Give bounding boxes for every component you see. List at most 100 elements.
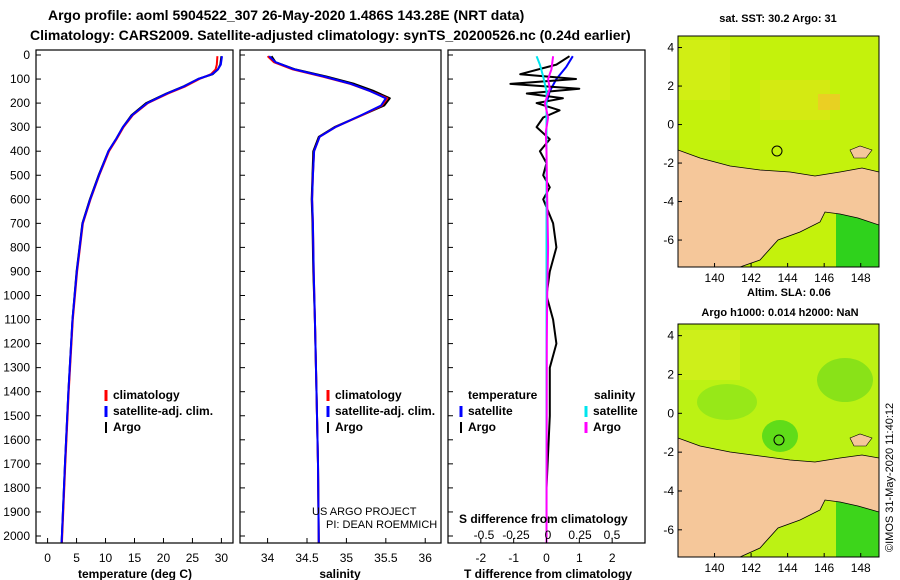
map-lat-label: -2 [663, 445, 674, 459]
temperature-xlabel: temperature (deg C) [78, 567, 192, 580]
height-map-frame [677, 323, 880, 558]
height-map-title: Argo h1000: 0.014 h2000: NaN [701, 307, 858, 319]
legend-clim-label: climatology [335, 388, 402, 402]
series-line-satellite-adj-clim- [268, 55, 387, 543]
credit-line-1: US ARGO PROJECT [312, 506, 417, 518]
map-lon-label: 142 [741, 271, 761, 285]
map-lat-label: 4 [667, 329, 674, 343]
temperature-series [60, 56, 223, 543]
map-lon-label: 140 [705, 561, 725, 575]
legend-clim-label: climatology [113, 388, 180, 402]
map-lon-label: 148 [851, 561, 871, 575]
island [849, 433, 873, 447]
map-lat-label: 0 [667, 118, 674, 132]
x-tick-label: 34.5 [295, 551, 319, 565]
sst-map-title: sat. SST: 30.2 Argo: 31 [719, 13, 837, 25]
land [678, 149, 879, 267]
difference-series [509, 55, 581, 543]
legend-argo-label: Argo [113, 420, 141, 434]
s-diff-tick-label: -0.25 [502, 528, 530, 542]
salinity-panel: 34 34.5 35 35.5 36 salinity climatology sate… [239, 49, 442, 580]
depth-tick-label: 400 [10, 144, 30, 158]
temperature-panel: 0 5 10 15 20 25 30 temperature (deg C) climato… [35, 49, 234, 580]
depth-tick-label: 1700 [3, 457, 30, 471]
depth-tick-label: 1900 [3, 505, 30, 519]
x-tick-label: 35 [340, 551, 354, 565]
legend-argo-label: Argo [335, 420, 363, 434]
title-line-1: Argo profile: aoml 5904522_307 26-May-20… [48, 7, 524, 23]
temperature-legend: climatology satellite-adj. clim. Argo [104, 388, 213, 434]
argo-position-marker [773, 434, 785, 446]
depth-tick-label: 1200 [3, 337, 30, 351]
map-lon-label: 148 [851, 271, 871, 285]
series-line-argo [60, 56, 223, 543]
salinity-series [266, 55, 391, 543]
legend-sat-label: satellite-adj. clim. [113, 404, 213, 418]
depth-tick-label: 1100 [4, 313, 30, 327]
depth-tick-label: 1400 [3, 385, 30, 399]
x-tick-label: 36 [419, 551, 433, 565]
legend-sal-sat-label: satellite [593, 404, 638, 418]
map-lat-label: -4 [663, 484, 674, 498]
series-line-climatology [266, 55, 389, 543]
depth-tick-label: 200 [10, 96, 30, 110]
s-diff-tick-label: 0 [545, 528, 552, 542]
map-lat-label: 4 [667, 41, 674, 55]
depth-tick-label: 100 [10, 72, 30, 86]
depth-tick-label: 1600 [3, 433, 30, 447]
difference-x-ticks: -2 -1 0 1 2 [475, 538, 616, 565]
sst-map-ticks: 140 142 144 146 148 4 2 0 -2 -4 -6 [663, 41, 871, 285]
difference-panel: -2 -1 0 1 2 temperature salinity satellite A… [447, 49, 646, 580]
height-map-ticks: 140 142 144 146 148 4 2 0 -2 -4 -6 [663, 329, 871, 575]
title-line-2: Climatology: CARS2009. Satellite-adjuste… [30, 27, 631, 43]
map-lat-label: 2 [667, 79, 674, 93]
salinity-legend: climatology satellite-adj. clim. Argo [326, 388, 435, 434]
x-tick-label: 0 [44, 551, 51, 565]
depth-tick-label: 700 [10, 216, 30, 230]
s-diff-label: S difference from climatology [459, 512, 628, 526]
x-tick-label: -1 [508, 551, 519, 565]
x-tick-label: 35.5 [374, 551, 398, 565]
x-tick-label: 25 [186, 551, 200, 565]
series-line-climatology [60, 56, 219, 543]
land [678, 437, 879, 557]
depth-tick-label: 1000 [3, 289, 30, 303]
legend-sal-argo-label: Argo [593, 420, 621, 434]
depth-tick-label: 2000 [3, 529, 30, 543]
legend-temp-sat-label: satellite [468, 404, 513, 418]
s-diff-tick-label: 0.5 [604, 528, 621, 542]
x-tick-label: 10 [99, 551, 113, 565]
sst-map: sat. SST: 30.2 Argo: 31 140 142 144 146 148 4… [663, 13, 880, 299]
temperature-x-ticks: 0 5 10 15 20 25 30 [44, 538, 228, 565]
salinity-frame [239, 49, 442, 544]
map-lon-label: 142 [741, 561, 761, 575]
argo-position-marker [771, 145, 783, 157]
map-lat-label: -2 [663, 156, 674, 170]
salinity-x-ticks: 34 34.5 35 35.5 36 [261, 538, 432, 565]
s-diff-ticks: -0.5 -0.25 0 0.25 0.5 [474, 528, 621, 542]
x-tick-label: 30 [215, 551, 229, 565]
depth-tick-label: 900 [10, 264, 30, 278]
legend-temp-argo-label: Argo [468, 420, 496, 434]
depth-tick-label: 800 [10, 240, 30, 254]
depth-tick-label: 1500 [3, 409, 30, 423]
x-tick-label: 5 [73, 551, 80, 565]
credit-line-2: PI: DEAN ROEMMICH [326, 519, 437, 531]
legend-sal-head: salinity [594, 388, 636, 402]
map-lon-label: 144 [778, 271, 798, 285]
x-tick-label: 20 [157, 551, 171, 565]
map-lon-label: 144 [778, 561, 798, 575]
legend-sat-label: satellite-adj. clim. [335, 404, 435, 418]
depth-tick-label: 0 [23, 48, 30, 62]
map-lon-label: 146 [814, 271, 834, 285]
x-tick-label: 34 [261, 551, 275, 565]
island [849, 145, 873, 159]
x-tick-label: 0 [543, 551, 550, 565]
x-tick-label: 15 [128, 551, 142, 565]
x-tick-label: -2 [475, 551, 486, 565]
depth-tick-label: 600 [10, 192, 30, 206]
series-line-temperature-satellite [545, 55, 574, 543]
salinity-xlabel: salinity [319, 567, 361, 580]
map-lat-label: -4 [663, 195, 674, 209]
